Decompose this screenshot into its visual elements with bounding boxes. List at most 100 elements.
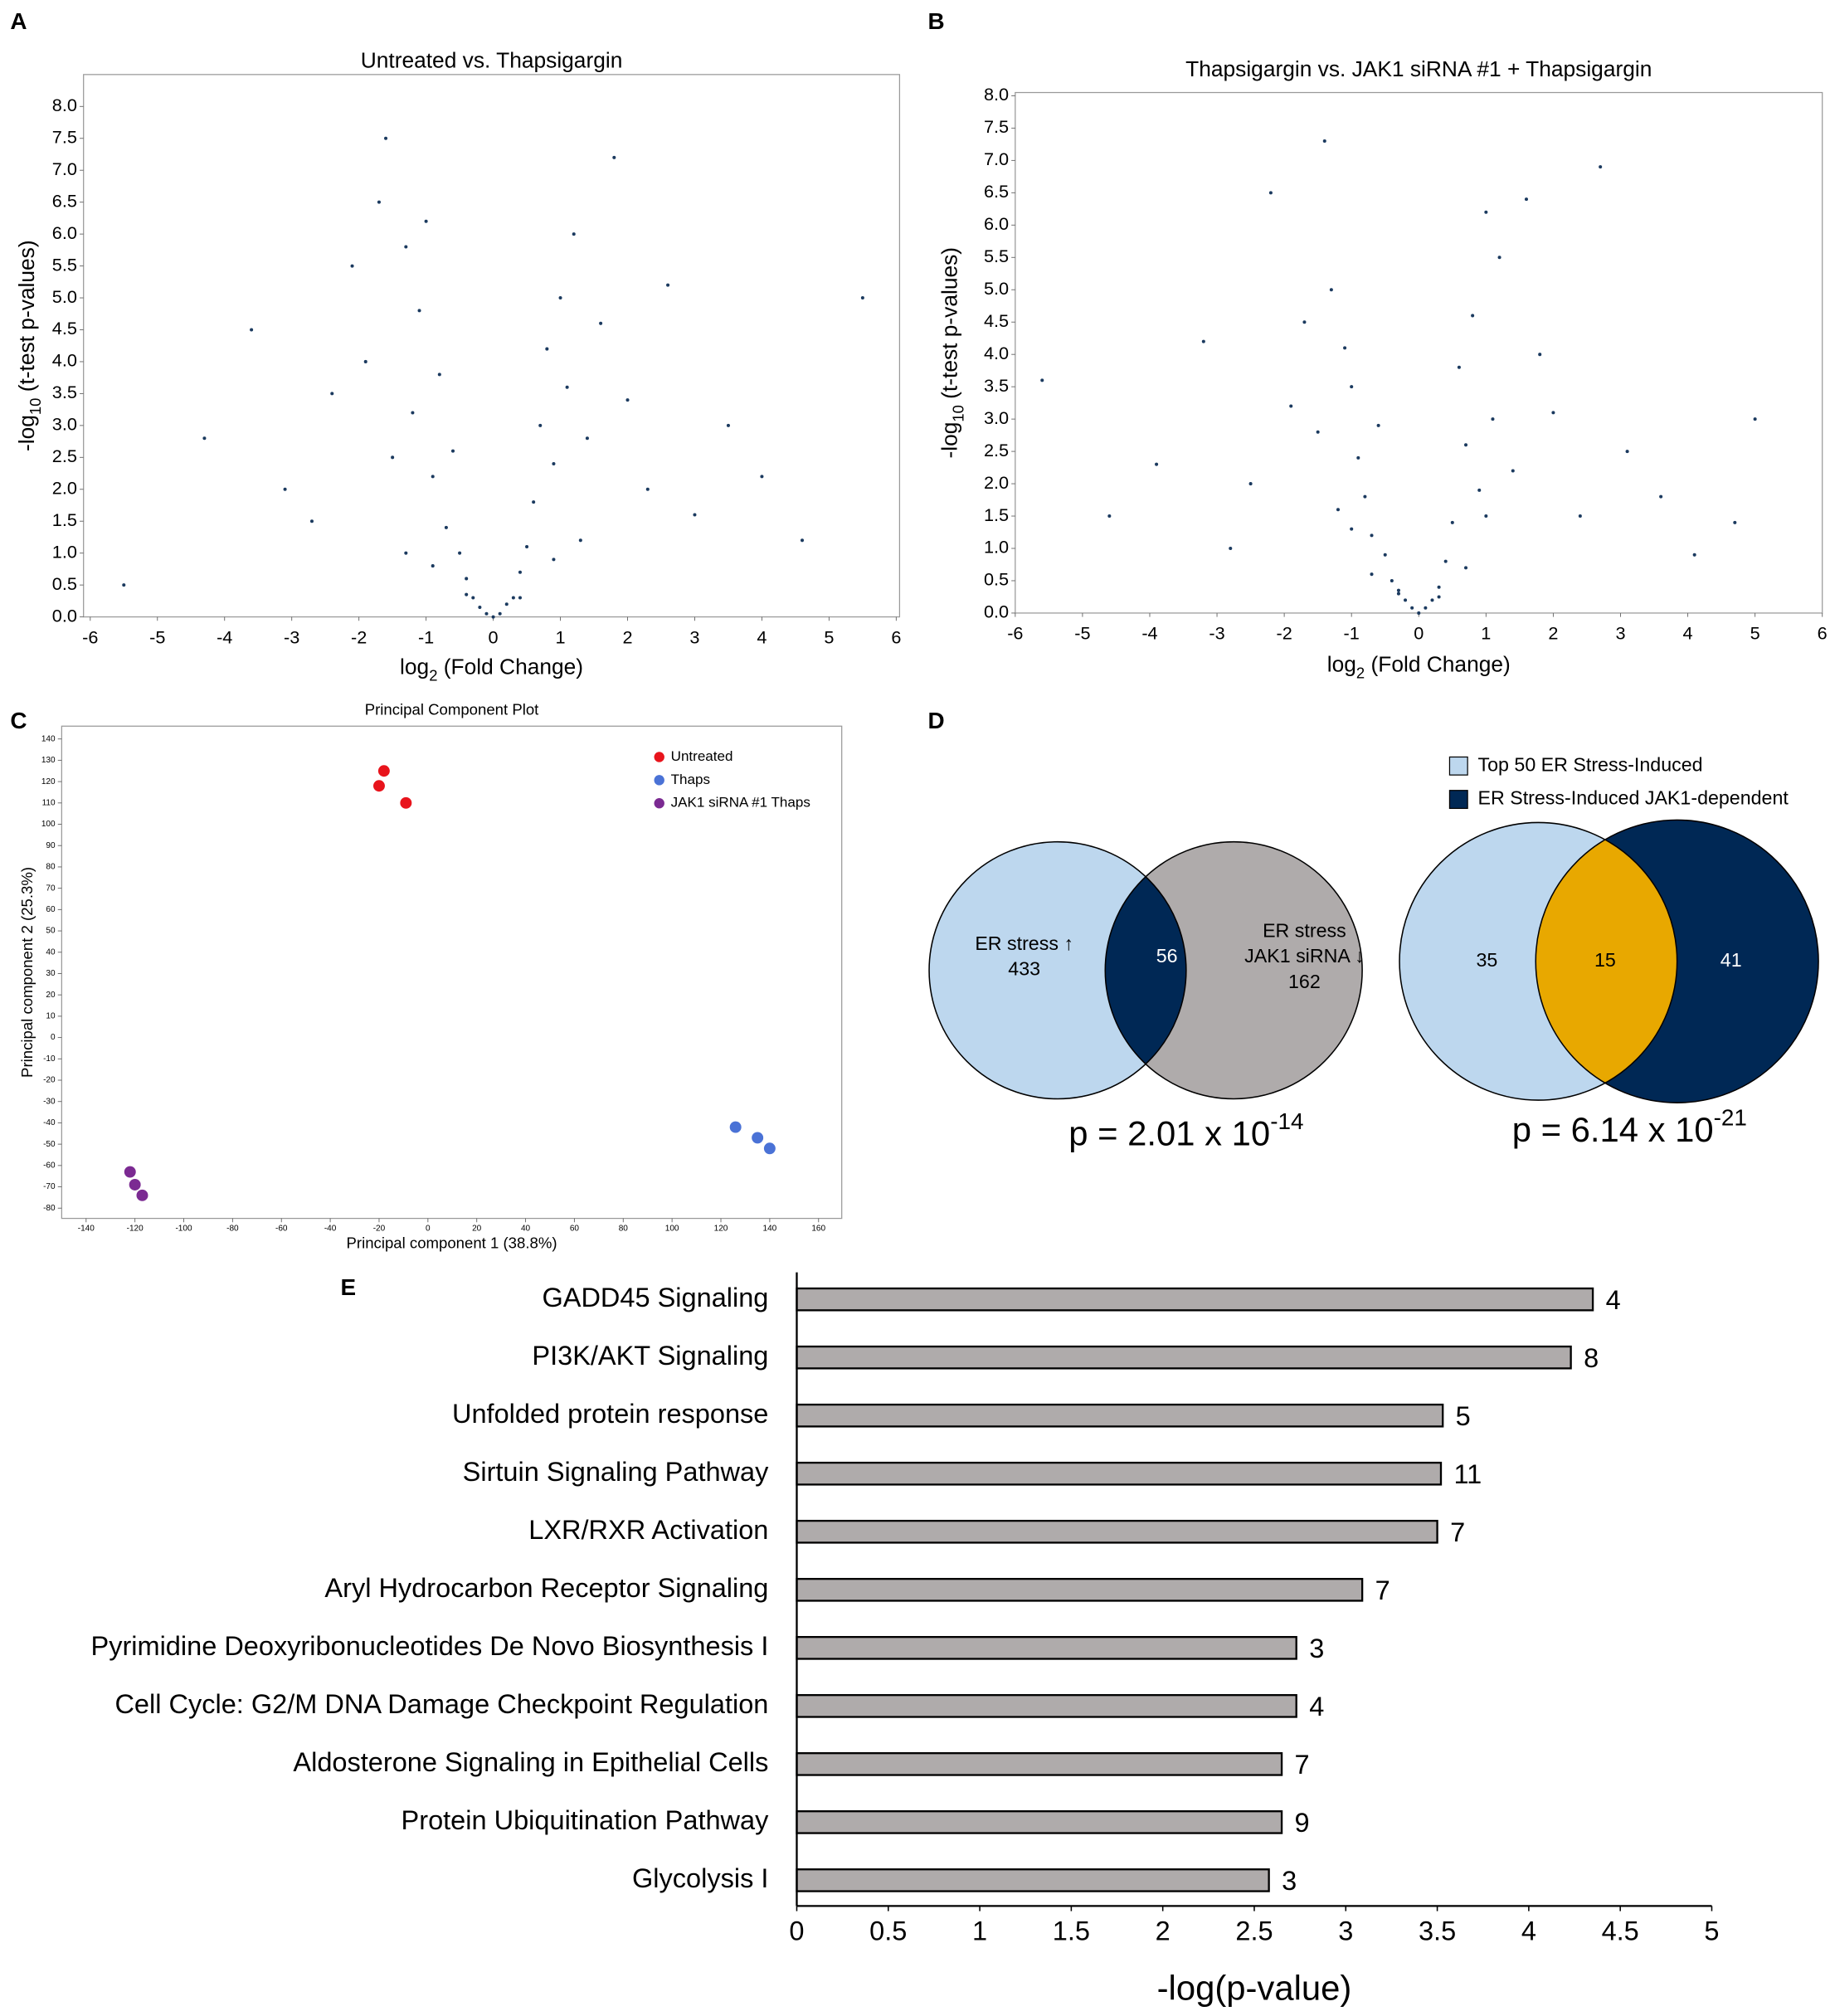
data-point [1625,450,1629,454]
data-point [1343,346,1347,350]
data-point [437,373,441,377]
y-label: Principal component 2 (25.3%) [18,867,36,1078]
legend-marker [654,798,664,809]
venn-outline [1399,821,1678,1101]
venn-overlap-count: 56 [1156,945,1178,967]
x-tick-label: -20 [373,1224,386,1233]
plot-frame [61,725,843,1220]
y-tick-label: 1.5 [52,509,77,530]
x-tick-label: 3 [1338,1916,1353,1946]
category-label: Pyrimidine Deoxyribonucleotides De Novo … [91,1631,769,1661]
data-point [800,538,805,543]
data-point [1733,520,1737,524]
legend-label: Top 50 ER Stress-Induced [1478,753,1703,775]
x-tick-label: 2 [1548,623,1558,644]
y-tick-label: 70 [46,884,56,893]
data-point [1578,514,1582,519]
data-point [424,219,428,223]
y-tick-label: -20 [43,1076,56,1085]
data-point [1484,514,1488,519]
data-point [552,558,556,562]
y-tick-label: 0.5 [52,573,77,594]
x-tick-label: -60 [275,1224,288,1233]
legend-label: Untreated [671,748,733,764]
data-point [1659,494,1663,499]
x-tick-label: 5 [1750,623,1760,644]
data-point [122,583,126,587]
y-tick-label: 120 [41,777,56,786]
x-tick-label: -2 [351,626,367,647]
data-point [1484,210,1488,214]
bar-count-label: 7 [1450,1517,1465,1547]
data-point [1599,165,1603,169]
x-tick-label: 3 [1615,623,1625,644]
data-point [1350,385,1354,389]
y-label: -log10 (t-test p-values) [14,240,44,451]
category-label: Cell Cycle: G2/M DNA Damage Checkpoint R… [114,1689,768,1719]
x-label: log2 (Fold Change) [400,655,583,684]
y-tick-label: 6.5 [984,181,1009,202]
data-point [585,436,589,441]
x-tick-label: 4.5 [1602,1916,1639,1946]
data-point [729,1121,742,1133]
data-point [129,1179,141,1191]
p-value-exponent: -14 [1270,1108,1303,1134]
category-label: Aryl Hydrocarbon Receptor Signaling [324,1573,768,1603]
y-tick-label: 2.5 [984,440,1009,460]
data-point [860,296,864,300]
data-point [350,264,354,268]
label-part: (t-test p-values) [937,247,961,405]
data-point [1396,588,1400,592]
data-point [1551,411,1555,415]
y-tick-label: 50 [46,927,56,936]
data-point [578,538,582,543]
y-tick-label: 7.5 [984,116,1009,137]
y-tick-label: 1.0 [984,537,1009,558]
data-point [1457,365,1461,369]
data-point [693,513,697,517]
x-tick-label: 6 [891,626,901,647]
data-point [391,455,395,460]
x-tick-label: 1 [556,626,566,647]
x-tick-label: 20 [472,1224,482,1233]
data-point [1302,320,1307,324]
data-point [612,155,616,159]
x-tick-label: 160 [811,1224,825,1233]
bar [796,1461,1443,1486]
legend-marker [654,775,664,786]
x-tick-label: -80 [226,1224,239,1233]
category-label: PI3K/AKT Signaling [532,1341,768,1371]
bar-count-label: 11 [1453,1459,1482,1489]
x-tick-label: 0 [489,626,499,647]
data-point [599,321,603,325]
data-point [532,500,536,504]
data-point [491,615,495,619]
data-point [760,475,764,479]
bar-count-label: 8 [1584,1343,1599,1373]
data-point [1390,578,1394,582]
y-tick-label: 8.0 [52,95,77,115]
data-point [1107,514,1112,519]
plot-frame [1015,91,1823,614]
data-point [763,1142,776,1155]
data-point [545,347,549,351]
bar [796,1577,1364,1602]
y-tick-label: 90 [46,841,56,850]
x-tick-label: -1 [418,626,434,647]
data-point [465,577,469,581]
data-point [565,385,569,389]
venn-outline [1104,840,1363,1100]
data-point [1404,598,1408,602]
data-point [1511,469,1515,473]
data-point [1417,611,1421,615]
y-tick-label: 0.5 [984,569,1009,590]
x-tick-label: -2 [1276,623,1292,644]
y-tick-label: 7.0 [984,149,1009,169]
venn-set-label: JAK1 siRNA ↓ [1244,945,1365,967]
y-tick-label: 1.5 [984,504,1009,525]
y-tick-label: 130 [41,756,56,765]
bar [796,1519,1438,1544]
y-tick-label: 2.5 [52,446,77,466]
bar-count-label: 7 [1295,1750,1310,1780]
